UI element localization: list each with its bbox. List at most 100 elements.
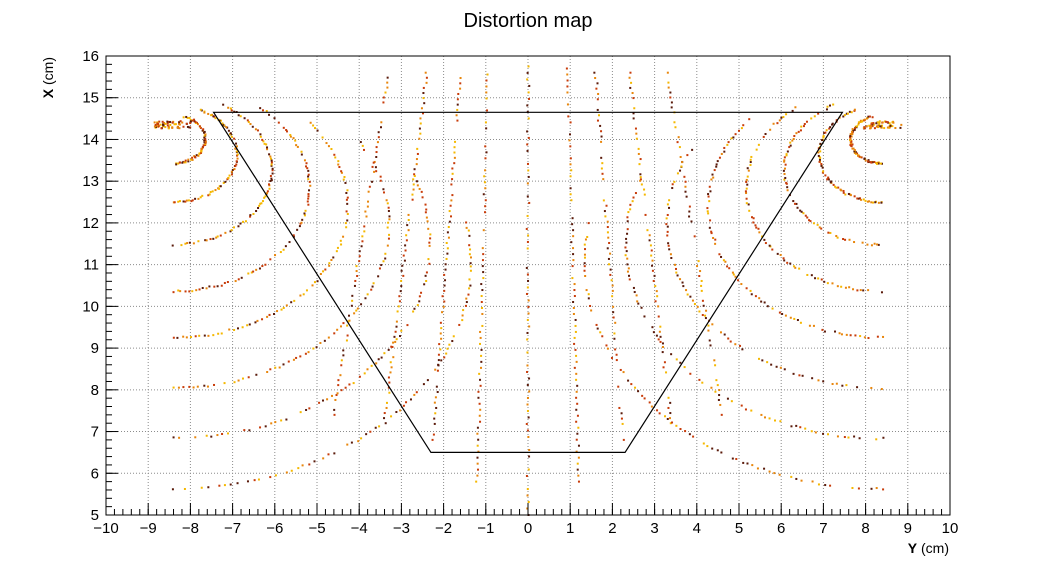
data-point xyxy=(229,230,232,233)
data-point xyxy=(213,285,216,288)
data-point xyxy=(441,295,444,298)
data-point xyxy=(527,312,530,315)
data-point xyxy=(476,456,479,459)
data-point xyxy=(681,161,684,164)
data-point xyxy=(477,438,480,441)
data-point xyxy=(201,129,204,132)
data-point xyxy=(235,150,238,153)
data-point xyxy=(655,290,658,293)
data-point xyxy=(384,257,387,260)
data-point xyxy=(719,403,722,406)
data-point xyxy=(465,301,468,304)
data-point xyxy=(662,366,665,369)
data-point xyxy=(778,473,781,476)
data-point xyxy=(609,273,612,276)
data-point xyxy=(827,176,830,179)
data-point xyxy=(305,408,308,411)
data-point xyxy=(435,406,438,409)
data-point xyxy=(793,317,796,320)
data-point xyxy=(768,417,771,420)
data-point xyxy=(629,203,632,206)
data-point xyxy=(468,278,471,281)
data-point xyxy=(704,317,707,320)
data-point xyxy=(575,396,578,399)
data-point xyxy=(308,407,311,410)
data-point xyxy=(259,426,262,429)
data-point xyxy=(714,238,717,241)
data-point xyxy=(814,431,817,434)
data-point xyxy=(630,81,633,84)
data-point xyxy=(270,422,273,425)
data-point xyxy=(863,336,866,339)
data-point xyxy=(268,187,271,190)
data-point xyxy=(867,115,870,118)
data-point xyxy=(367,190,370,193)
data-point xyxy=(857,154,860,157)
data-point xyxy=(395,411,398,414)
data-point xyxy=(566,91,569,94)
data-point xyxy=(605,344,608,347)
data-point xyxy=(576,402,579,405)
data-point xyxy=(344,222,347,225)
data-point xyxy=(377,131,380,134)
data-point xyxy=(527,117,530,120)
data-point xyxy=(399,290,402,293)
data-point xyxy=(171,121,174,124)
data-point xyxy=(675,424,678,427)
data-point xyxy=(416,152,419,155)
data-point xyxy=(683,175,686,178)
data-point xyxy=(249,123,252,126)
data-point xyxy=(439,332,442,335)
data-point xyxy=(425,208,428,211)
data-point xyxy=(706,207,709,210)
data-point xyxy=(237,114,240,117)
data-point xyxy=(366,205,369,208)
data-point xyxy=(407,229,410,232)
data-point xyxy=(822,170,825,173)
data-point xyxy=(820,278,823,281)
data-point xyxy=(618,406,621,409)
data-point xyxy=(573,283,576,286)
data-point xyxy=(849,334,852,337)
data-point xyxy=(198,334,201,337)
data-point xyxy=(628,278,631,281)
data-point xyxy=(750,155,753,158)
data-point xyxy=(376,141,379,144)
data-point xyxy=(271,169,274,172)
data-point xyxy=(595,323,598,326)
data-point xyxy=(433,401,436,404)
data-point xyxy=(482,253,485,256)
data-point xyxy=(604,215,607,218)
data-point xyxy=(254,321,257,324)
data-point xyxy=(307,195,310,198)
data-point xyxy=(870,125,873,128)
data-point xyxy=(371,165,374,168)
data-point xyxy=(261,318,264,321)
data-point xyxy=(527,91,530,94)
data-point xyxy=(639,178,642,181)
data-point xyxy=(278,366,281,369)
data-point xyxy=(528,377,531,380)
data-point xyxy=(360,245,363,248)
data-point xyxy=(606,347,609,350)
data-point xyxy=(469,284,472,287)
data-point xyxy=(675,271,678,274)
data-point xyxy=(761,359,764,362)
data-point xyxy=(669,422,672,425)
data-point xyxy=(216,235,219,238)
data-point xyxy=(583,265,586,268)
data-point xyxy=(751,464,754,467)
data-point xyxy=(184,161,187,164)
data-point xyxy=(416,147,419,150)
data-point xyxy=(394,340,397,343)
data-point xyxy=(200,149,203,152)
data-point xyxy=(709,344,712,347)
data-point xyxy=(476,468,479,471)
data-point xyxy=(574,348,577,351)
data-point xyxy=(316,129,319,132)
data-point xyxy=(270,177,273,180)
data-point xyxy=(876,243,879,246)
data-point xyxy=(418,295,421,298)
data-point xyxy=(697,260,700,263)
data-point xyxy=(848,110,851,113)
